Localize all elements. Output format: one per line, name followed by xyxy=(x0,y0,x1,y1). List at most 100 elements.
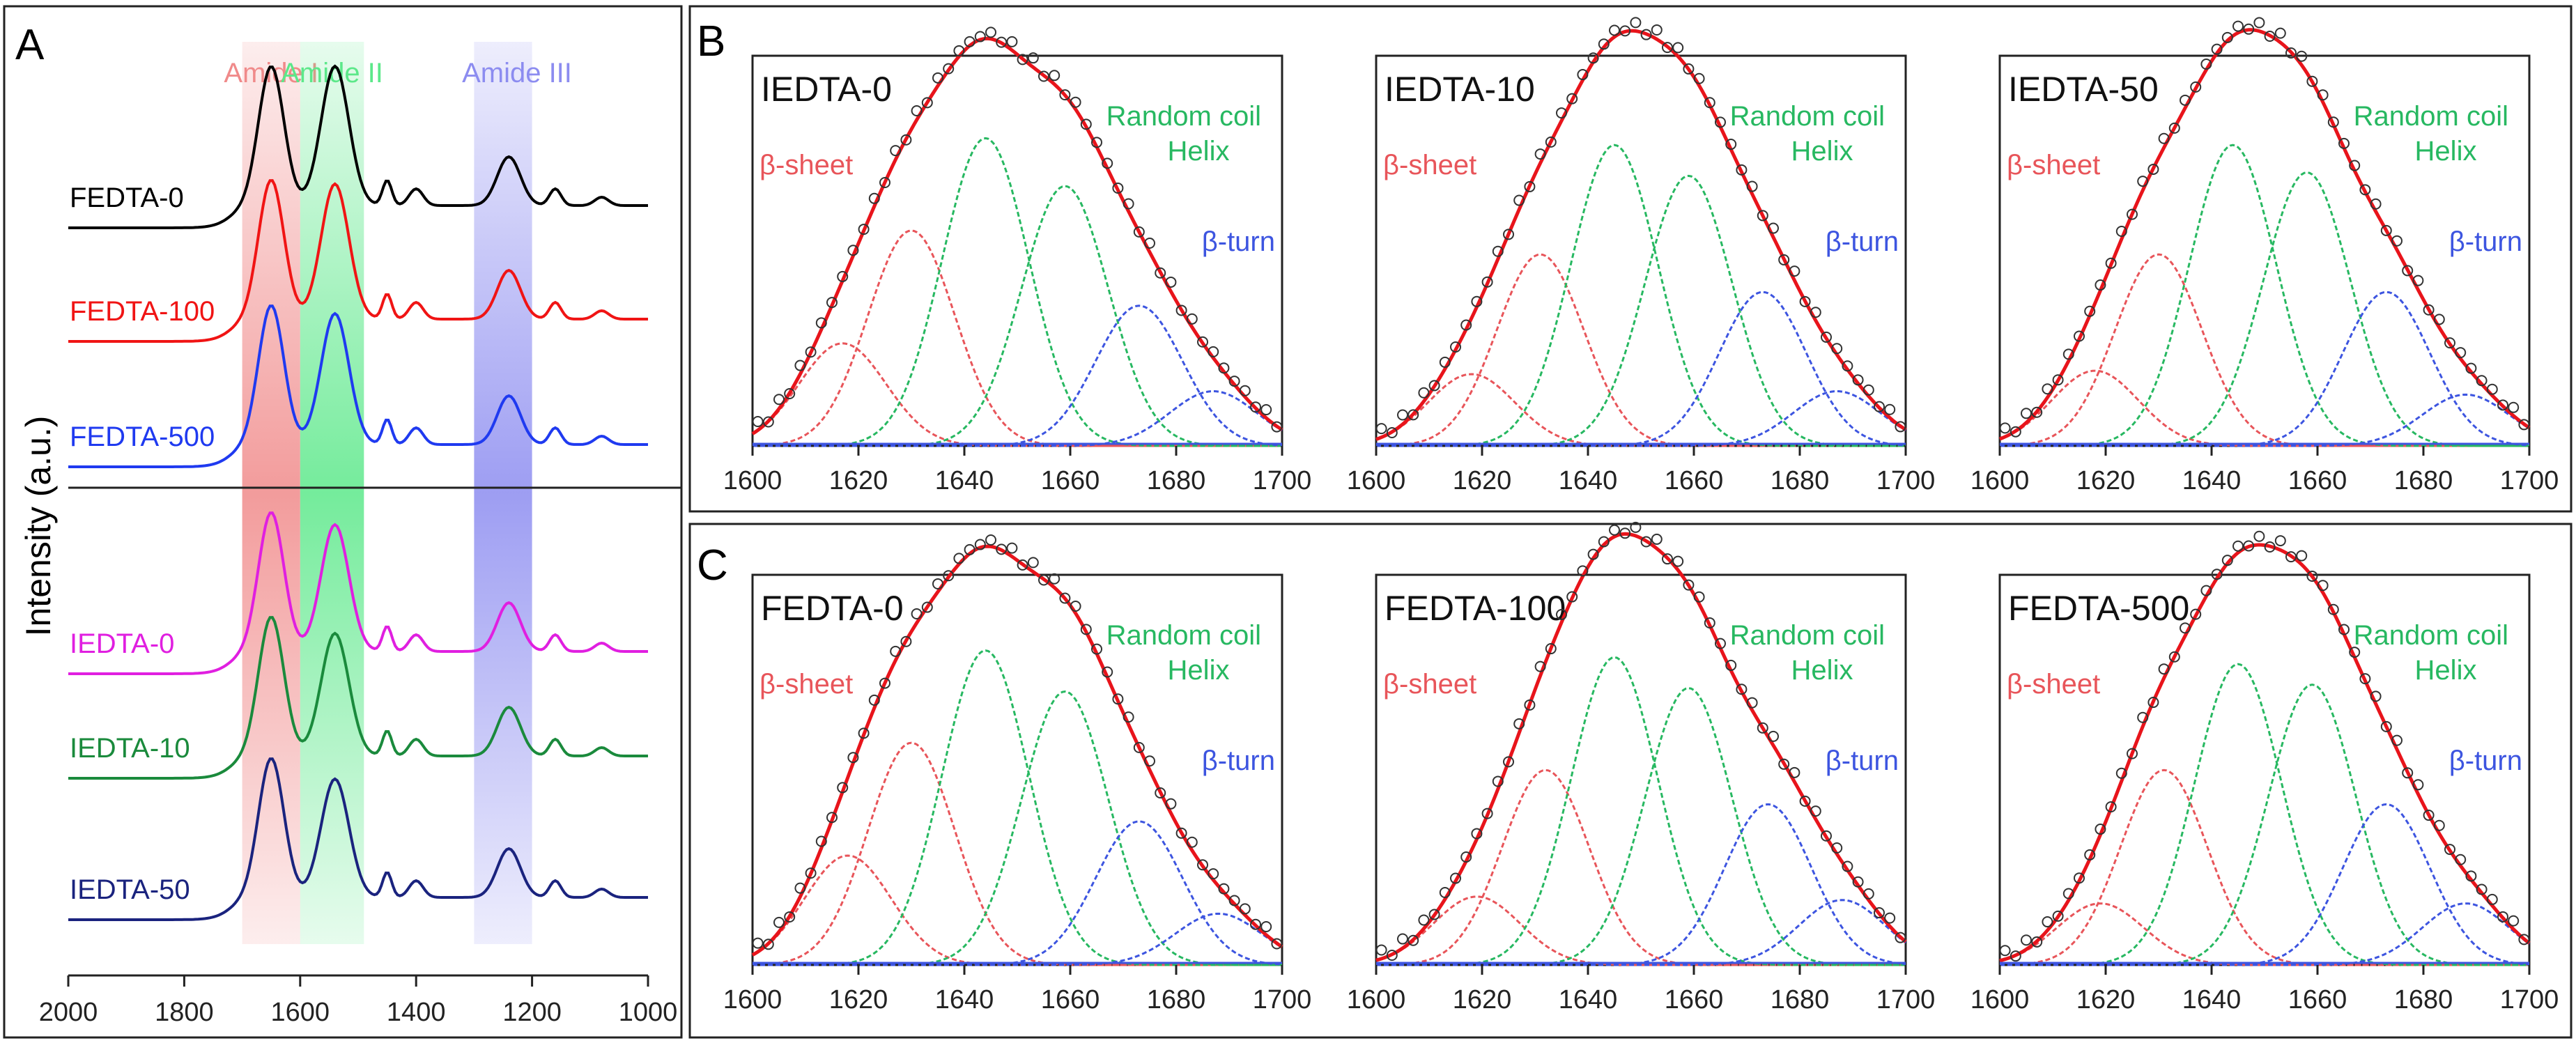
fit-curve xyxy=(1375,29,1907,441)
data-point xyxy=(890,145,902,157)
data-point xyxy=(1821,830,1832,842)
data-point xyxy=(1609,24,1620,36)
data-point xyxy=(2465,362,2477,374)
data-point xyxy=(1556,609,1567,621)
data-point xyxy=(2359,673,2371,685)
data-point xyxy=(826,812,838,824)
data-point xyxy=(1471,295,1483,307)
data-point xyxy=(1874,401,1885,412)
panel-a-ylabel: Intensity (a.u.) xyxy=(19,416,58,637)
spectrum-FEDTA-0 xyxy=(68,64,648,229)
data-point xyxy=(1715,638,1726,649)
data-point xyxy=(2433,819,2445,831)
data-point xyxy=(1831,842,1843,854)
x-tick-label: 1700 xyxy=(2500,985,2559,1014)
data-point xyxy=(762,939,774,950)
data-point xyxy=(2402,265,2414,277)
panel-b-label: B xyxy=(697,17,725,65)
data-point xyxy=(2285,47,2297,59)
random-coil-label: Random coil xyxy=(1730,101,1885,132)
data-point xyxy=(2243,540,2255,552)
data-point xyxy=(2380,224,2392,236)
data-point xyxy=(2518,419,2530,431)
data-point xyxy=(1524,180,1536,192)
x-tick-label: 1640 xyxy=(935,466,994,495)
data-point xyxy=(2253,17,2265,29)
component-β-sheet xyxy=(1375,895,1906,966)
data-point xyxy=(2476,375,2488,387)
component-β-sheet xyxy=(752,741,1282,966)
component-Random coil xyxy=(1376,144,1906,447)
data-point xyxy=(1672,42,1684,54)
data-point xyxy=(2306,570,2318,582)
data-point xyxy=(996,543,1008,555)
data-point xyxy=(1821,331,1832,343)
data-point xyxy=(879,176,890,188)
data-point xyxy=(985,26,996,38)
data-point xyxy=(1155,787,1166,799)
data-point xyxy=(1874,907,1885,919)
x-tick-label: 1680 xyxy=(1147,466,1206,495)
beta-turn-label: β-turn xyxy=(1202,226,1275,257)
x-tick-label: 1600 xyxy=(1970,466,2030,495)
x-tick-label: 1700 xyxy=(1253,985,1312,1014)
fit-curve xyxy=(1375,532,1907,962)
subplot-title: IEDTA-10 xyxy=(1385,70,1535,109)
data-point xyxy=(1662,42,1673,54)
component-β-sheet xyxy=(1999,253,2529,447)
component-β-turn xyxy=(753,304,1283,447)
band-0 xyxy=(242,42,300,944)
subplot-FEDTA-0: FEDTA-0 β-sheet Random coil Helix β-turn 1600… xyxy=(723,534,1312,1014)
data-point xyxy=(1471,828,1483,840)
series-label: FEDTA-500 xyxy=(70,422,215,452)
data-point xyxy=(794,360,806,371)
data-point xyxy=(932,578,943,589)
data-point xyxy=(1450,872,1461,884)
data-point xyxy=(953,45,965,56)
data-point xyxy=(1768,222,1779,234)
data-point xyxy=(2168,651,2180,663)
data-point xyxy=(1534,148,1546,160)
data-point xyxy=(1059,89,1071,101)
beta-sheet-label: β-sheet xyxy=(1383,669,1476,700)
x-tick-label: 1660 xyxy=(1665,985,1724,1014)
data-point xyxy=(2052,910,2064,922)
data-point xyxy=(2264,541,2276,553)
data-point xyxy=(2021,408,2032,419)
x-tick-label: 1200 xyxy=(502,998,562,1027)
subplot-IEDTA-10: IEDTA-10 β-sheet Random coil Helix β-turn 160… xyxy=(1347,17,1935,495)
data-point xyxy=(2200,58,2212,70)
data-point xyxy=(2095,824,2106,835)
data-point xyxy=(1778,254,1790,265)
data-point xyxy=(1260,921,1272,933)
component-Random coil xyxy=(2000,663,2529,966)
data-point xyxy=(1715,116,1726,128)
component-β-turn xyxy=(1376,291,1906,447)
data-point xyxy=(2391,235,2403,247)
data-point xyxy=(1619,527,1631,539)
data-point xyxy=(1239,903,1251,915)
data-point xyxy=(1407,934,1419,946)
data-point xyxy=(1386,950,1398,962)
x-tick-label: 1660 xyxy=(2288,985,2347,1014)
data-point xyxy=(1693,591,1705,603)
component-β-sheet xyxy=(752,854,1282,966)
data-point xyxy=(1651,24,1663,36)
beta-turn-label: β-turn xyxy=(1826,226,1899,257)
x-tick-label: 1620 xyxy=(1453,985,1512,1014)
data-point xyxy=(805,346,817,358)
data-point xyxy=(1683,63,1695,75)
data-point xyxy=(2158,663,2170,675)
data-point xyxy=(2317,89,2329,101)
data-point xyxy=(847,752,859,764)
component-β-sheet xyxy=(752,342,1282,447)
series-label: IEDTA-10 xyxy=(70,733,190,764)
data-point xyxy=(1704,97,1715,109)
x-tick-label: 1640 xyxy=(935,985,994,1014)
data-point xyxy=(1513,194,1525,206)
data-point xyxy=(2370,690,2382,702)
beta-turn-label: β-turn xyxy=(1202,746,1275,776)
data-point xyxy=(2137,711,2149,723)
data-point xyxy=(2455,347,2467,359)
data-point xyxy=(2423,304,2435,316)
